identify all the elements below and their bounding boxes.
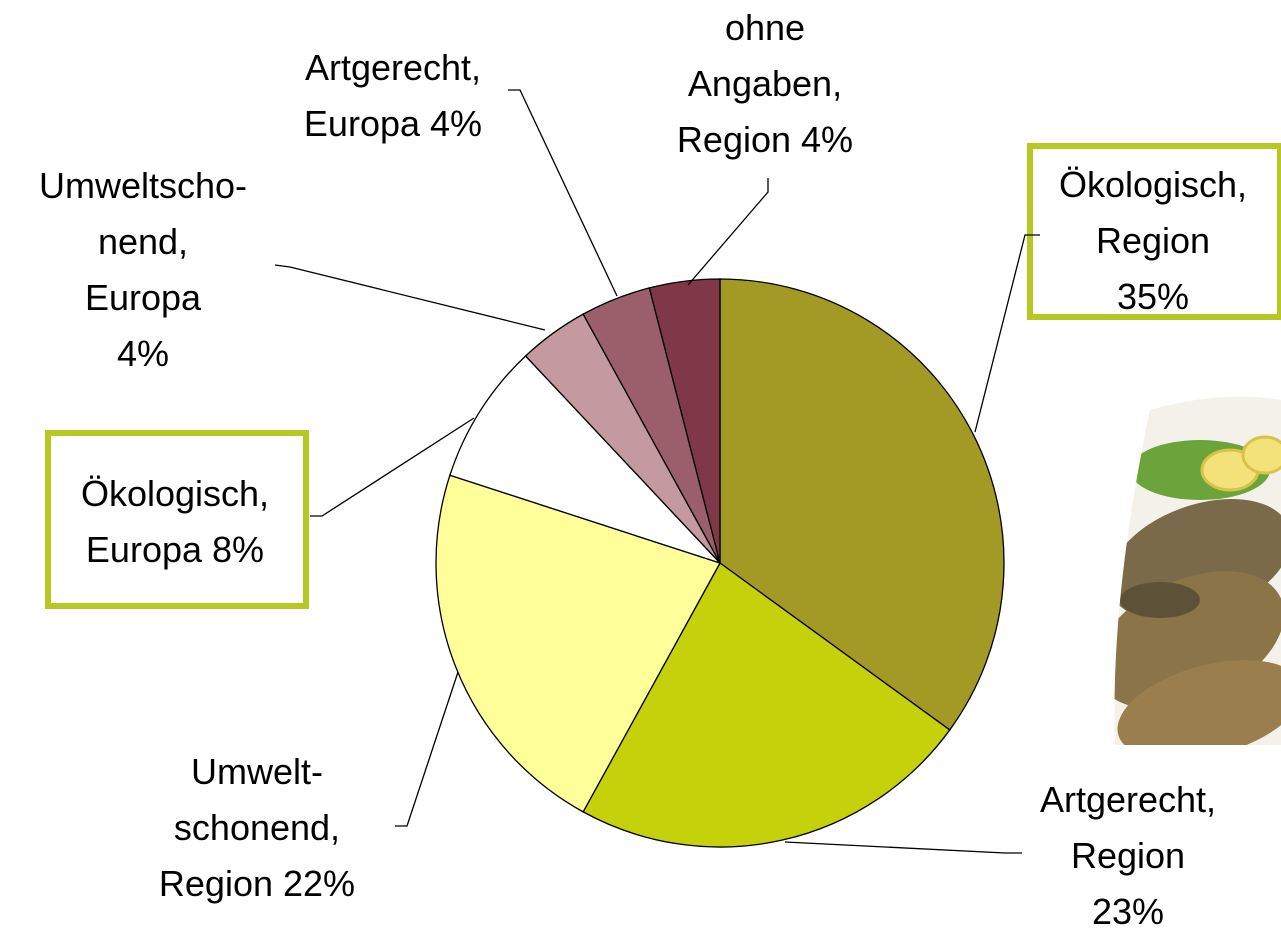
slice-label: Umwelt- schonend, Region 22% xyxy=(107,744,407,912)
leader-line xyxy=(274,264,546,331)
highlight-box xyxy=(45,430,309,609)
leader-line xyxy=(508,89,618,297)
value-label: 4% xyxy=(116,333,170,374)
value-label: 8% xyxy=(212,529,265,570)
pie-slice xyxy=(719,278,1005,731)
category-label: Artgerecht, Region xyxy=(1039,779,1217,876)
value-label: 35% xyxy=(1116,276,1190,317)
category-label: ohne Angaben, Region xyxy=(676,7,843,160)
value-label: 22% xyxy=(283,863,356,904)
slice-label: Artgerecht, Europa 4% xyxy=(243,40,543,152)
pie-slice xyxy=(449,355,721,564)
pie-slice xyxy=(648,278,721,564)
value-label: 23% xyxy=(1091,891,1165,932)
highlight-box xyxy=(1027,143,1281,320)
slice-label: Umweltscho- nend, Europa 4% xyxy=(0,158,293,382)
category-label: Umwelt- schonend, Region xyxy=(158,751,341,904)
pie-slice xyxy=(435,474,721,813)
slice-label: Ökologisch, Europa 8% xyxy=(25,466,325,578)
leader-line xyxy=(395,671,459,827)
leader-line xyxy=(784,841,1022,854)
value-label: 4% xyxy=(801,119,854,160)
pie-slice xyxy=(582,562,951,848)
slice-label: Ökologisch, Region 35% xyxy=(1003,157,1281,325)
category-label: Ökologisch, Europa xyxy=(80,473,270,570)
slice-label: ohne Angaben, Region 4% xyxy=(615,0,915,168)
leader-line xyxy=(310,417,475,517)
category-label: Artgerecht, Europa xyxy=(303,47,482,144)
value-label: 4% xyxy=(430,103,483,144)
leader-line xyxy=(974,234,1040,433)
category-label: Ökologisch, Region xyxy=(1058,164,1248,261)
category-label: Umweltscho- nend, Europa xyxy=(38,165,248,318)
photo xyxy=(1114,396,1281,745)
leader-line xyxy=(687,178,769,286)
slice-label: Artgerecht, Region 23% xyxy=(978,772,1278,940)
